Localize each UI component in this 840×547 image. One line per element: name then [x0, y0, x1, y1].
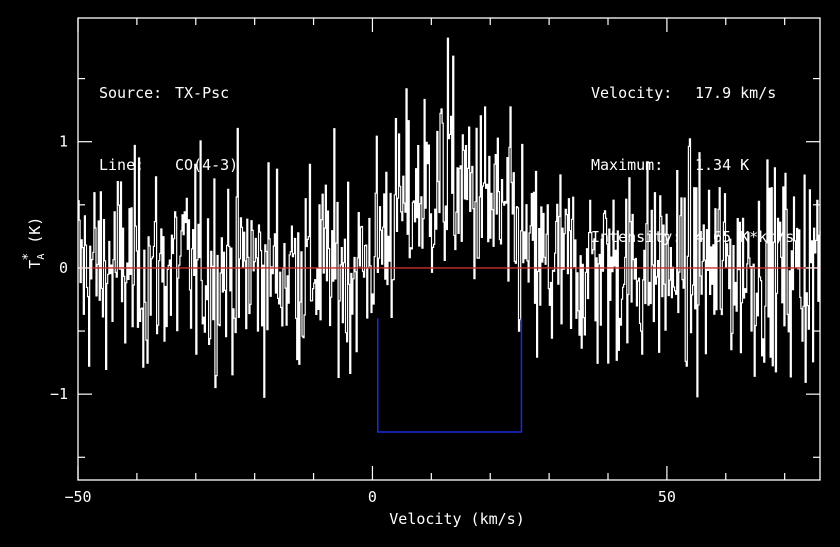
- y-axis-superscript: *: [21, 253, 36, 261]
- x-tick-label: 0: [368, 488, 377, 506]
- maximum-row: Maximum: 1.34 K: [591, 153, 794, 177]
- source-row: Source: TX-Psc: [99, 81, 238, 105]
- intensity-key: Intensity:: [591, 228, 682, 246]
- y-axis-unit: (K): [26, 217, 44, 253]
- x-tick-label: −50: [64, 488, 91, 506]
- axis-ticks: [77, 18, 820, 480]
- velocity-row: Velocity: 17.9 km/s: [591, 81, 794, 105]
- velocity-key: Velocity:: [591, 84, 673, 102]
- y-tick-labels: −1 0 1: [50, 133, 68, 403]
- y-axis-symbol: T: [26, 260, 44, 269]
- maximum-key: Maximum:: [591, 156, 664, 174]
- spectrum-trace: [78, 37, 821, 398]
- line-key: Line:: [99, 156, 145, 174]
- y-tick-label: 1: [59, 133, 68, 151]
- fit-info-block: Velocity: 17.9 km/s Maximum: 1.34 K Intens…: [591, 33, 794, 273]
- x-axis-label: Velocity (km/s): [389, 510, 524, 528]
- source-value: TX-Psc: [175, 84, 230, 102]
- y-tick-label: −1: [50, 385, 68, 403]
- line-row: Line: CO(4-3): [99, 153, 238, 177]
- source-info-block: Source: TX-Psc Line: CO(4-3): [99, 33, 238, 201]
- source-key: Source:: [99, 84, 163, 102]
- y-axis-label: TA* (K): [21, 217, 47, 269]
- velocity-value: 17.9 km/s: [695, 84, 777, 102]
- spectrum-trace-layer: [78, 37, 821, 398]
- intensity-value: 4.65 K*km/s: [695, 228, 795, 246]
- plot-frame: [77, 17, 821, 481]
- x-tick-label: 50: [658, 488, 676, 506]
- maximum-value: 1.34 K: [695, 156, 750, 174]
- y-axis-subscript: A: [36, 254, 47, 260]
- x-tick-labels: −50 0 50: [64, 488, 675, 506]
- line-value: CO(4-3): [175, 156, 239, 174]
- y-tick-label: 0: [59, 259, 68, 277]
- integration-window: [376, 318, 523, 433]
- intensity-row: Intensity: 4.65 K*km/s: [591, 225, 794, 249]
